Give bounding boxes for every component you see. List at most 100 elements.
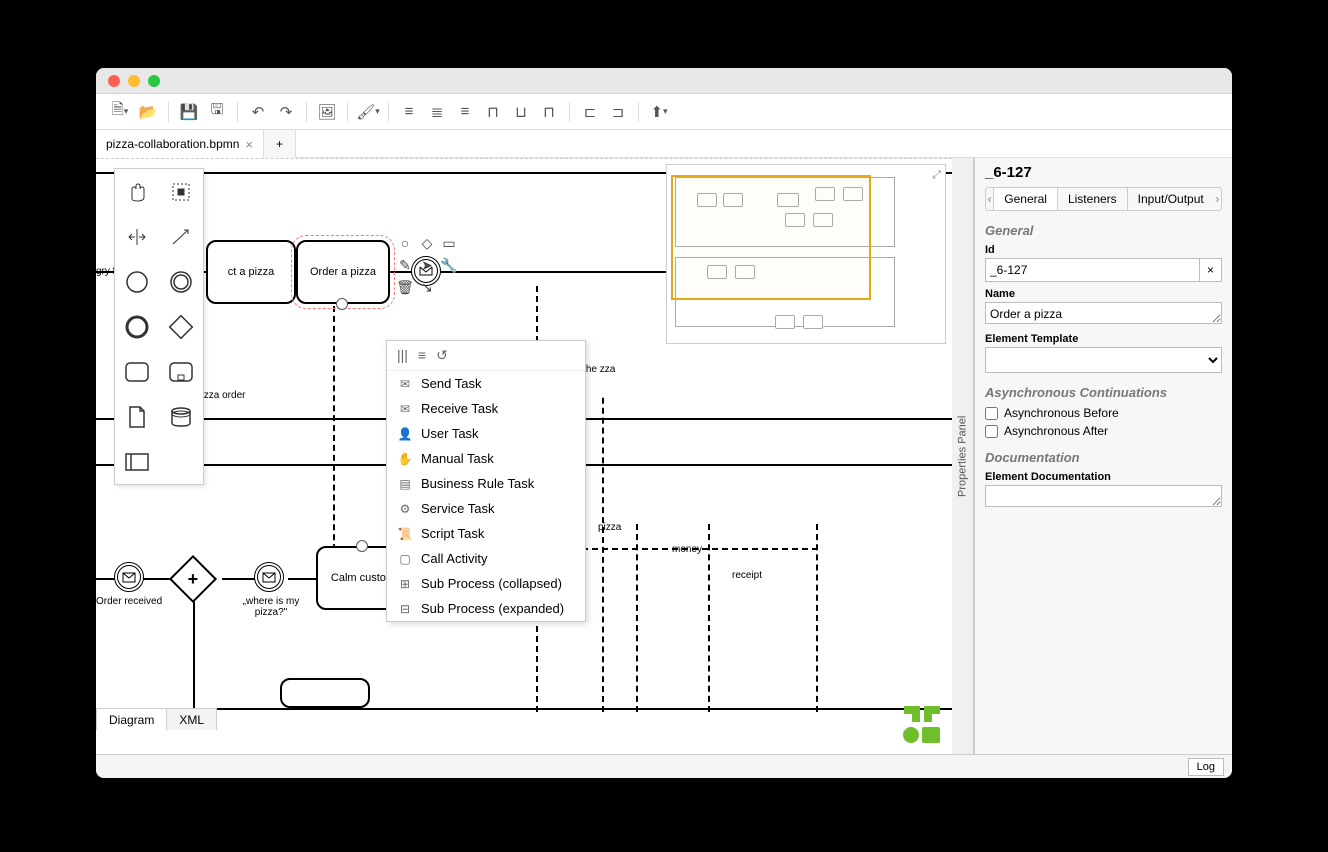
palette-gateway[interactable] [159,304,203,349]
async-after-label: Asynchronous After [1004,424,1108,438]
menu-item-call-activity[interactable]: ▢Call Activity [387,546,585,571]
pad-annotation-icon[interactable]: ✎ [396,256,414,274]
tab-listeners[interactable]: Listeners [1057,188,1127,210]
async-before-checkbox[interactable] [985,407,998,420]
tab-input-output[interactable]: Input/Output [1127,188,1214,210]
tab-diagram[interactable]: Diagram [96,708,167,730]
window-minimize-button[interactable] [128,75,140,87]
palette-participant[interactable] [115,439,159,484]
pad-trash-icon[interactable]: 🗑 [396,278,414,296]
pad-arrow-icon[interactable]: ↘ [418,278,436,296]
label-order-received: Order received [96,596,162,607]
tabs-scroll-left[interactable]: ‹ [986,192,993,206]
palette-subprocess[interactable] [159,349,203,394]
menu-header-icon-2[interactable]: ≡ [418,347,426,364]
properties-collapse-button[interactable]: Properties Panel [952,158,974,754]
properties-panel: _6-127 ‹ General Listeners Input/Output … [974,158,1232,754]
save-button[interactable]: 💾 [177,100,201,124]
tab-close-icon[interactable]: × [245,137,253,152]
menu-item-send-task[interactable]: ✉Send Task [387,371,585,396]
doc-input[interactable] [985,485,1222,507]
id-input[interactable] [985,258,1200,282]
menu-item-label: Manual Task [421,451,494,466]
event-order-received[interactable] [114,562,144,592]
id-clear-button[interactable]: × [1200,258,1222,282]
window-close-button[interactable] [108,75,120,87]
align-center-button[interactable]: ≣ [425,100,449,124]
new-file-button[interactable]: 🗎▾ [108,100,132,124]
dist-h-button[interactable]: ⊓ [481,100,505,124]
palette-intermediate-event[interactable] [159,259,203,304]
palette-start-event[interactable] [115,259,159,304]
align-left-button[interactable]: ≡ [397,100,421,124]
palette-hand-tool[interactable] [115,169,159,214]
menu-item-receive-task[interactable]: ✉Receive Task [387,396,585,421]
label-hungry: gry f [96,266,115,277]
menu-item-sub-process-expanded-[interactable]: ⊟Sub Process (expanded) [387,596,585,621]
pad-task-icon[interactable]: ▭ [440,234,458,252]
task-order-pizza[interactable]: Order a pizza [296,240,390,304]
marker-calm[interactable] [356,540,368,552]
menu-header-icon-3[interactable]: ↺ [436,347,448,364]
file-tab[interactable]: pizza-collaboration.bpmn × [96,130,264,158]
canvas-area[interactable]: ct a pizza Order a pizza gry f pizza ord… [96,158,952,754]
minimap-viewport[interactable] [671,175,871,300]
task-bottom[interactable] [280,678,370,708]
app-window: 🗎▾ 📂 💾 🖫 ↶ ↷ 🖼 🖌▾ ≡ ≣ ≡ ⊓ ⊔ ⊓ ⊏ ⊐ ⬆▾ piz… [96,68,1232,778]
menu-header-icon-1[interactable]: ||| [397,347,408,364]
magic-button[interactable]: 🖌▾ [356,100,380,124]
pad-connect-icon[interactable]: ➤ [418,256,436,274]
label-pizza: pizza [598,522,621,533]
menu-item-icon: 👤 [397,427,413,441]
menu-item-business-rule-task[interactable]: ▤Business Rule Task [387,471,585,496]
palette-end-event[interactable] [115,304,159,349]
tabs-scroll-right[interactable]: › [1214,192,1221,206]
palette-task[interactable] [115,349,159,394]
minimap-toggle-icon[interactable]: ⤢ [932,169,941,182]
image-button[interactable]: 🖼 [315,100,339,124]
boundary-event-marker[interactable] [336,298,348,310]
align-right-button[interactable]: ≡ [453,100,477,124]
pad-event-icon[interactable]: ○ [396,234,414,252]
diagram-canvas[interactable]: ct a pizza Order a pizza gry f pizza ord… [96,158,952,754]
new-tab-button[interactable]: + [264,130,296,158]
log-button[interactable]: Log [1188,758,1224,776]
context-pad: ○ ◇ ▭ ✎ ➤ 🔧 🗑 ↘ [396,234,466,296]
tab-xml[interactable]: XML [166,708,217,730]
template-select[interactable] [985,347,1222,373]
minimap[interactable]: ⤢ [666,164,946,344]
menu-item-label: Business Rule Task [421,476,534,491]
dist-hc-button[interactable]: ⊔ [509,100,533,124]
palette-data-store[interactable] [159,394,203,439]
palette-space-tool[interactable] [115,214,159,259]
menu-item-label: Receive Task [421,401,498,416]
async-after-checkbox[interactable] [985,425,998,438]
menu-item-script-task[interactable]: 📜Script Task [387,521,585,546]
dist-hr-button[interactable]: ⊓ [537,100,561,124]
menu-item-manual-task[interactable]: ✋Manual Task [387,446,585,471]
tab-label: pizza-collaboration.bpmn [106,137,239,151]
dist-ve-button[interactable]: ⊐ [606,100,630,124]
label-receipt: receipt [732,570,762,581]
name-input[interactable] [985,302,1222,324]
palette-connect-tool[interactable] [159,214,203,259]
task-select-pizza[interactable]: ct a pizza [206,240,296,304]
palette-lasso-tool[interactable] [159,169,203,214]
open-file-button[interactable]: 📂 [136,100,160,124]
redo-button[interactable]: ↷ [274,100,298,124]
tab-general[interactable]: General [993,188,1057,210]
export-button[interactable]: ⬆▾ [647,100,671,124]
gateway-parallel[interactable]: + [169,555,217,603]
content-area: ct a pizza Order a pizza gry f pizza ord… [96,158,1232,754]
menu-item-sub-process-collapsed-[interactable]: ⊞Sub Process (collapsed) [387,571,585,596]
save-all-button[interactable]: 🖫 [205,100,229,124]
event-where-pizza[interactable] [254,562,284,592]
dist-v-button[interactable]: ⊏ [578,100,602,124]
menu-item-service-task[interactable]: ⚙Service Task [387,496,585,521]
pad-gateway-icon[interactable]: ◇ [418,234,436,252]
undo-button[interactable]: ↶ [246,100,270,124]
palette-data-object[interactable] [115,394,159,439]
window-zoom-button[interactable] [148,75,160,87]
menu-item-user-task[interactable]: 👤User Task [387,421,585,446]
pad-wrench-icon[interactable]: 🔧 [440,256,458,274]
